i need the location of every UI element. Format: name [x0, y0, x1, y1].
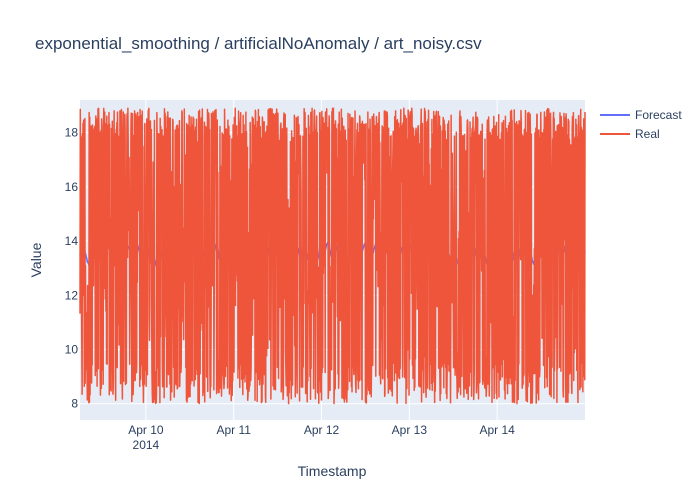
x-tick-sublabel: 2014: [133, 438, 160, 452]
x-tick-label: Apr 11: [216, 423, 251, 437]
y-tick-label: 12: [65, 288, 79, 302]
y-axis-title: Value: [28, 242, 44, 277]
legend: Forecast Real: [600, 108, 682, 141]
series-line-real: [79, 107, 586, 405]
chart-title: exponential_smoothing / artificialNoAnom…: [35, 34, 482, 53]
y-tick-label: 8: [71, 397, 78, 411]
legend-label-forecast: Forecast: [635, 108, 682, 122]
x-axis-title: Timestamp: [298, 463, 367, 479]
x-tick-label: Apr 13: [392, 423, 428, 437]
x-tick-label: Apr 12: [304, 423, 340, 437]
x-tick-label: Apr 10: [128, 423, 164, 437]
y-tick-label: 16: [65, 180, 79, 194]
y-tick-label: 18: [65, 126, 79, 140]
x-tick-label: Apr 14: [479, 423, 515, 437]
series-layer: [79, 107, 586, 405]
legend-label-real: Real: [635, 127, 660, 141]
y-tick-label: 10: [65, 342, 79, 356]
y-tick-label: 14: [65, 234, 79, 248]
